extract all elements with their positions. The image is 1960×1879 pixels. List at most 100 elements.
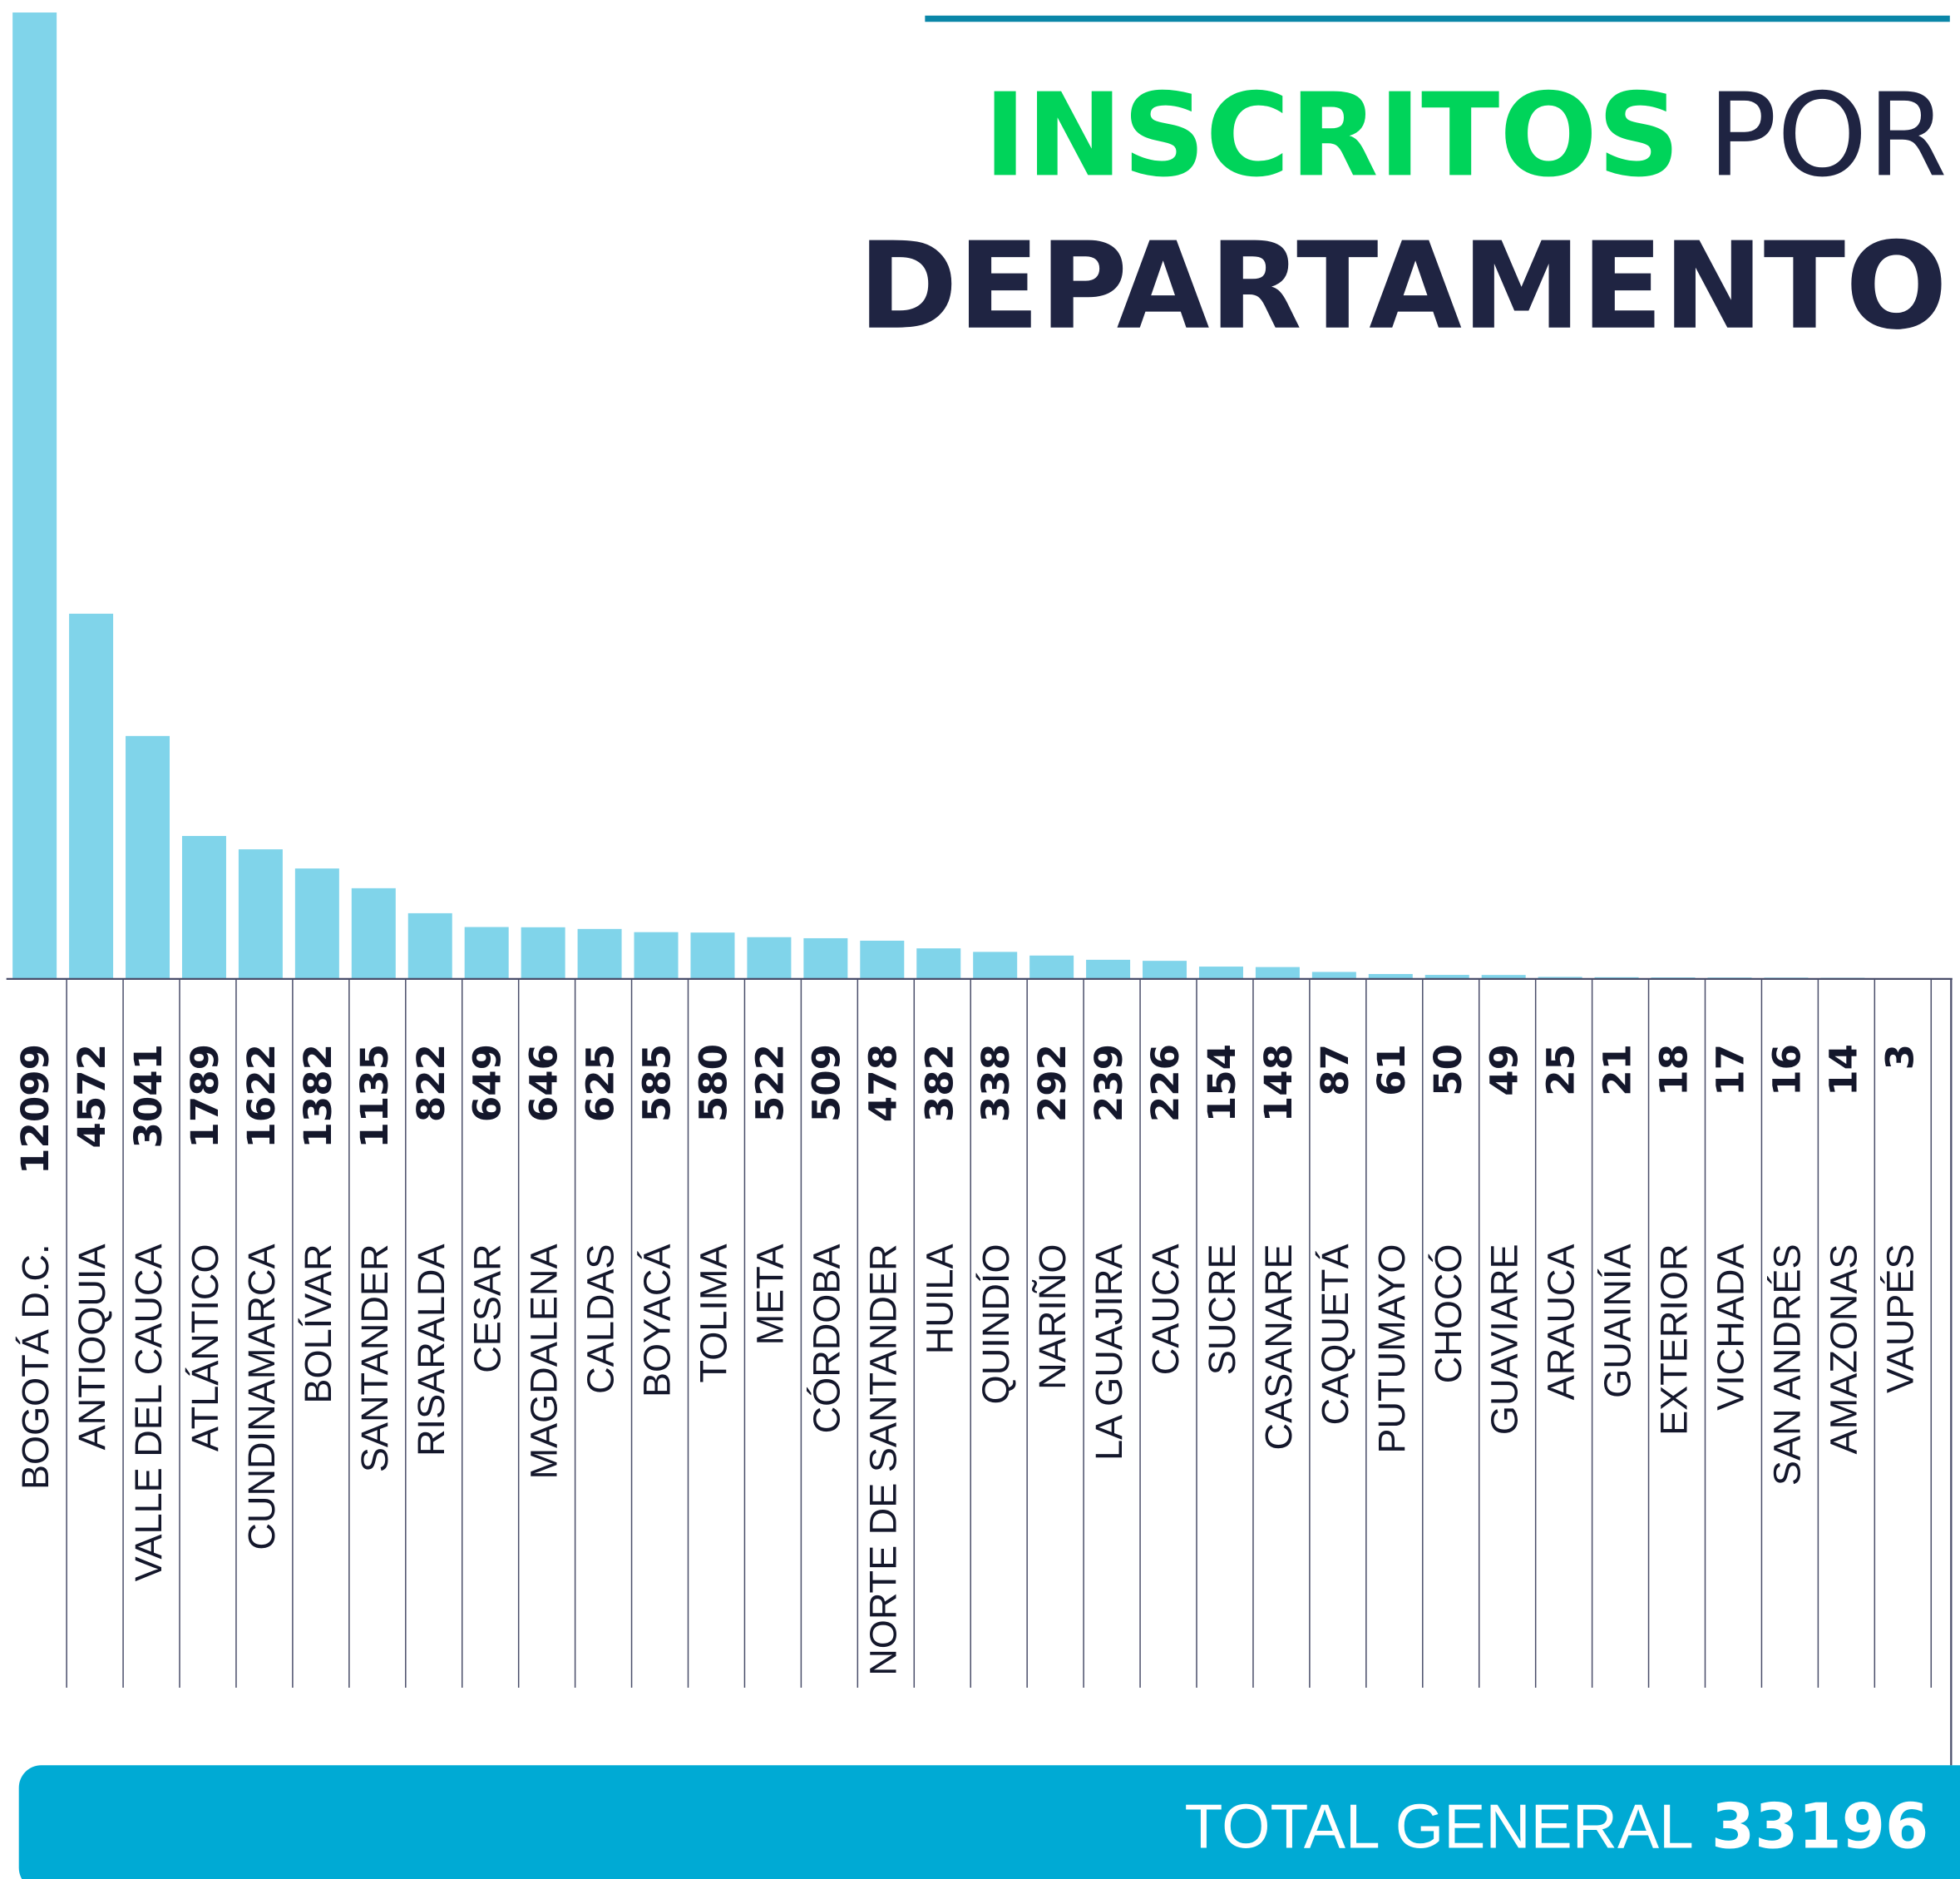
x-tick-label: MAGDALENA: [523, 1244, 565, 1479]
chart-title: INSCRITOS POR: [984, 68, 1948, 202]
footer-total: TOTAL GENERAL 33196: [1185, 1789, 1929, 1862]
bar: [803, 937, 848, 979]
x-tick-label: EXTERIOR: [1653, 1244, 1696, 1435]
bar: [12, 12, 57, 979]
value-label: 1135: [353, 1044, 397, 1148]
bar: [238, 849, 283, 979]
x-tick-label: CAUCA: [1144, 1244, 1187, 1375]
value-label: 18: [1652, 1044, 1696, 1096]
value-label: 21: [1596, 1044, 1640, 1096]
x-tick-label: TOLIMA: [693, 1244, 735, 1382]
bar: [351, 888, 396, 979]
bar: [973, 952, 1018, 979]
value-label: 17: [1708, 1044, 1752, 1096]
value-label: 1382: [296, 1044, 340, 1148]
x-tick-label: VALLE DEL CAUCA: [127, 1244, 170, 1581]
x-tick-label: VAUPÉS: [1879, 1244, 1921, 1393]
value-label: 625: [579, 1044, 623, 1122]
value-label: 509: [804, 1044, 848, 1122]
x-tick-label: QUINDÍO: [975, 1244, 1017, 1404]
bar: [69, 613, 114, 979]
value-label: 478: [861, 1044, 905, 1122]
value-label: 239: [1087, 1044, 1131, 1122]
value-label: 649: [466, 1044, 510, 1122]
x-tick-label: SUCRE: [1201, 1244, 1243, 1375]
value-label: 12099: [13, 1044, 57, 1174]
bar: [181, 836, 226, 979]
x-tick-label: CHOCÓ: [1427, 1244, 1469, 1383]
x-tick-label: ATLÁNTICO: [184, 1244, 226, 1451]
value-label: 226: [1143, 1044, 1187, 1122]
bar: [464, 927, 509, 979]
value-label: 4572: [70, 1044, 114, 1148]
bar: [407, 912, 452, 979]
x-tick-label: META: [748, 1244, 791, 1345]
x-tick-label: GUAINÍA: [1597, 1244, 1639, 1397]
x-tick-label: PUTUMAYO: [1370, 1244, 1413, 1453]
value-label: 87: [1313, 1044, 1357, 1096]
value-label: 3: [1878, 1044, 1922, 1070]
x-tick-label: BOLÍVAR: [297, 1244, 339, 1403]
value-label: 646: [522, 1044, 566, 1122]
x-tick-label: GUAVIARE: [1484, 1244, 1526, 1435]
value-label: 1622: [239, 1044, 284, 1148]
title-highlight: INSCRITOS: [984, 68, 1681, 202]
x-tick-label: HUILA: [918, 1244, 960, 1354]
bar: [1086, 959, 1131, 979]
value-label: 49: [1483, 1044, 1527, 1096]
value-label: 1789: [183, 1044, 227, 1148]
value-label: 585: [635, 1044, 679, 1122]
value-label: 580: [692, 1044, 736, 1122]
value-label: 16: [1765, 1044, 1809, 1096]
bar: [1143, 961, 1187, 979]
x-tick-label: NORTE DE SANTANDER: [862, 1244, 904, 1675]
bar: [747, 937, 792, 979]
value-label: 3041: [126, 1044, 170, 1148]
x-tick-label: ARAUCA: [1540, 1244, 1582, 1400]
bar: [1424, 975, 1469, 979]
bar: [1311, 972, 1356, 979]
x-tick-label: CAQUETÁ: [1314, 1244, 1356, 1425]
value-label: 61: [1370, 1044, 1414, 1096]
bar: [1198, 967, 1243, 979]
x-tick-label: CÓRDOBA: [805, 1244, 847, 1433]
value-label: 14: [1821, 1044, 1865, 1096]
value-label: 50: [1426, 1044, 1470, 1096]
x-tick-label: BOYACÁ: [636, 1244, 679, 1397]
chart-subtitle: DEPARTAMENTO: [858, 217, 1948, 357]
bar: [1255, 967, 1300, 979]
x-tick-label: VICHADA: [1709, 1244, 1751, 1410]
x-tick-label: CASANARE: [1257, 1244, 1300, 1450]
value-label: 822: [409, 1044, 453, 1122]
title-rest: POR: [1708, 68, 1948, 202]
value-label: 25: [1539, 1044, 1583, 1096]
bar: [1481, 975, 1526, 979]
value-label: 382: [917, 1044, 961, 1122]
total-value: 33196: [1711, 1789, 1928, 1862]
bar: [1538, 977, 1582, 979]
bar: [634, 932, 679, 979]
x-tick-label: ANTIOQUIA: [71, 1244, 113, 1450]
bar: [294, 868, 339, 979]
x-tick-label: RISARALDA: [410, 1244, 452, 1456]
bar: [690, 932, 735, 979]
x-tick-label: BOGOTÁ D.C.: [14, 1244, 57, 1490]
bar: [521, 927, 565, 979]
x-tick-label: NARIÑO: [1031, 1244, 1074, 1389]
value-label: 154: [1200, 1044, 1244, 1122]
total-label: TOTAL GENERAL: [1185, 1791, 1694, 1861]
x-tick-label: CESAR: [467, 1244, 509, 1372]
value-label: 338: [974, 1044, 1018, 1122]
bar: [860, 940, 905, 979]
x-tick-label: SANTANDER: [353, 1244, 396, 1472]
x-tick-label: CUNDINAMARCA: [240, 1244, 283, 1550]
value-label: 292: [1030, 1044, 1074, 1122]
x-tick-label: AMAZONAS: [1822, 1244, 1864, 1454]
x-tick-label: SAN ANDRÉS: [1765, 1244, 1808, 1486]
footer-band: [18, 1765, 1960, 1879]
x-tick-label: LA GUAJIRA: [1088, 1244, 1130, 1461]
bar: [1029, 955, 1074, 979]
bar: [1368, 973, 1413, 979]
